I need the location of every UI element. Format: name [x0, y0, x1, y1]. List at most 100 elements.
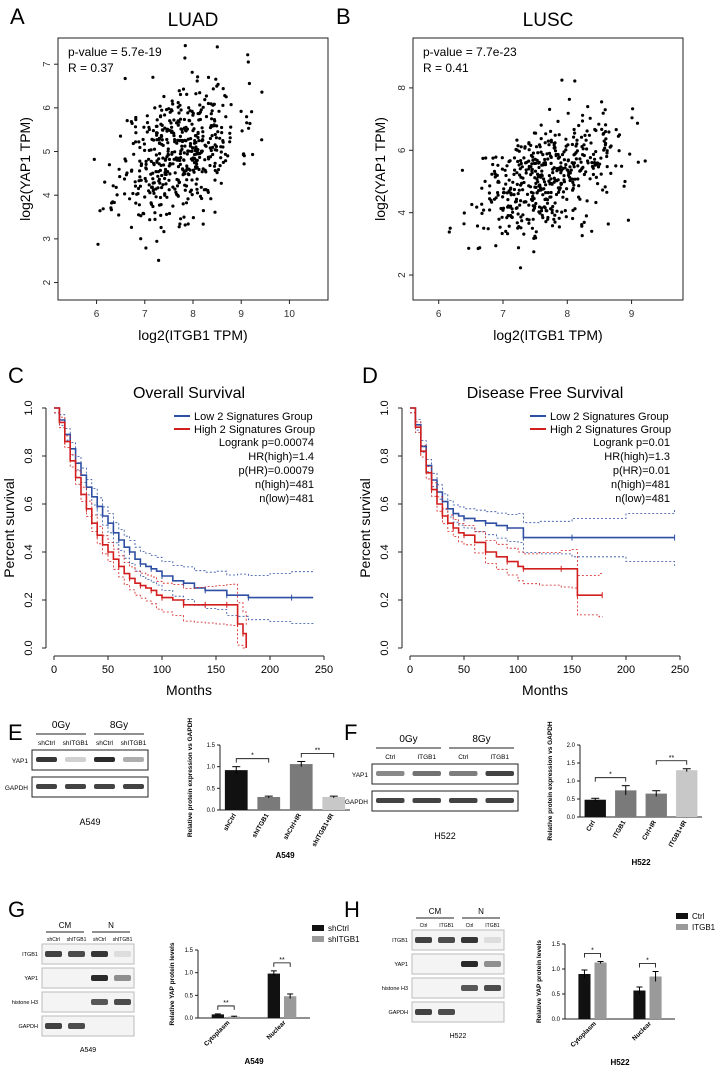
y-tick-label: 6 — [42, 105, 53, 111]
data-point — [163, 126, 167, 130]
data-point — [157, 157, 161, 161]
data-point — [494, 196, 498, 200]
data-point — [576, 177, 580, 181]
panel-label-c: C — [8, 363, 24, 388]
data-point — [118, 134, 123, 138]
data-point — [579, 160, 583, 164]
data-point — [510, 207, 514, 211]
protein-band — [94, 784, 115, 789]
data-point — [516, 192, 520, 196]
data-point — [544, 132, 548, 136]
data-point — [210, 134, 214, 138]
data-point — [170, 99, 174, 103]
data-point — [599, 156, 603, 160]
legend-swatch — [312, 936, 324, 942]
data-point — [549, 207, 553, 211]
data-point — [134, 118, 138, 122]
blot-membrane — [371, 763, 519, 785]
blot-row-label: GAPDH — [388, 1010, 408, 1016]
protein-band — [438, 937, 455, 943]
data-point — [509, 191, 513, 195]
data-point — [215, 124, 219, 128]
blot-row-label: ITGB1 — [392, 938, 408, 944]
data-point — [562, 178, 566, 182]
protein-band — [461, 961, 478, 967]
data-point — [156, 186, 160, 190]
data-point — [519, 215, 523, 219]
data-point — [206, 190, 210, 194]
data-point — [482, 208, 486, 212]
blot-membrane — [41, 1015, 135, 1037]
data-point — [571, 186, 575, 191]
data-point — [527, 148, 531, 152]
data-point — [219, 150, 223, 154]
x-tick-label: 150 — [207, 664, 225, 676]
data-point — [182, 215, 186, 219]
data-point — [542, 177, 546, 181]
dose-label: 8Gy — [110, 720, 128, 731]
data-point — [163, 176, 167, 181]
data-point — [200, 139, 204, 143]
y-tick-label: 2 — [42, 279, 53, 285]
data-point — [572, 153, 576, 157]
data-point — [475, 205, 479, 209]
protein-band — [65, 757, 86, 762]
data-point — [535, 177, 539, 181]
data-point — [631, 107, 635, 111]
data-point — [527, 141, 531, 145]
data-point — [221, 103, 225, 107]
data-point — [507, 189, 511, 193]
x-tick-label: 250 — [315, 664, 333, 676]
protein-band — [412, 771, 441, 776]
data-point — [547, 151, 552, 155]
legend-label: shITGB1 — [328, 935, 360, 944]
data-point — [541, 216, 545, 220]
data-point — [597, 122, 601, 126]
data-point — [575, 138, 579, 142]
data-point — [151, 204, 155, 209]
data-point — [218, 136, 222, 140]
data-point — [173, 171, 177, 175]
data-point — [123, 192, 127, 196]
chart-title: Overall Survival — [133, 385, 245, 402]
y-tick-label: 0.5 — [552, 992, 561, 998]
data-point — [161, 143, 165, 147]
data-point — [506, 198, 510, 202]
lane-label: shCtrl — [96, 740, 114, 747]
data-point — [154, 124, 158, 128]
panel-label-h: H — [344, 897, 360, 922]
data-point — [492, 169, 497, 173]
data-point — [200, 126, 204, 130]
scatter-points — [92, 44, 264, 262]
data-point — [163, 167, 168, 172]
data-point — [507, 224, 511, 228]
data-point — [543, 161, 547, 165]
data-point — [580, 119, 585, 123]
y-tick-label: 4 — [42, 192, 53, 198]
protein-band — [415, 985, 432, 991]
data-point — [169, 121, 173, 125]
bar — [633, 990, 646, 1019]
data-point — [544, 220, 548, 224]
survival-stat: n(low)=481 — [615, 493, 670, 505]
legend-label: ITGB1 — [692, 923, 716, 932]
data-point — [158, 181, 162, 185]
data-point — [212, 123, 216, 127]
data-point — [603, 185, 607, 189]
data-point — [498, 225, 502, 229]
p-value-annotation: p-value = 7.7e-23 — [423, 45, 517, 59]
data-point — [536, 172, 540, 176]
data-point — [101, 207, 105, 211]
data-point — [560, 78, 564, 82]
data-point — [208, 163, 212, 168]
data-point — [173, 138, 177, 142]
protein-band — [65, 784, 86, 789]
data-point — [546, 139, 550, 143]
data-point — [572, 135, 576, 139]
series-high — [54, 407, 247, 649]
data-point — [602, 148, 606, 152]
data-point — [594, 175, 599, 179]
data-point — [187, 118, 191, 122]
data-point — [531, 158, 535, 162]
data-point — [519, 159, 523, 163]
